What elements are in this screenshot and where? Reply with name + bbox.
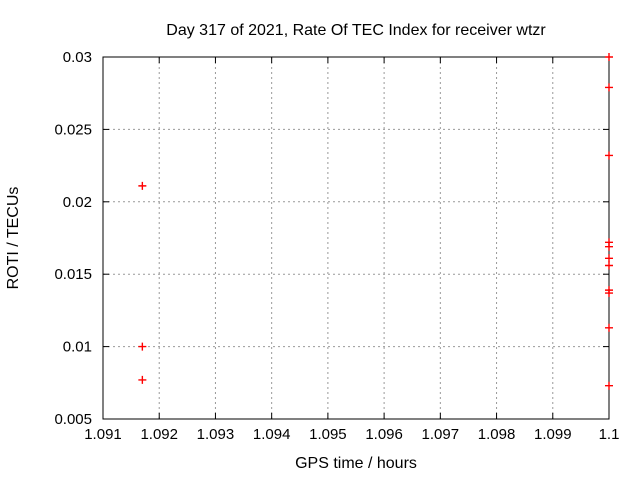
y-tick-label: 0.03	[63, 49, 92, 66]
data-point-marker	[605, 381, 613, 390]
data-point-marker	[605, 83, 613, 92]
tick-labels: 1.091 1.092 1.093 1.094 1.095 1.096 1.097 1.098…	[54, 49, 619, 443]
x-tick-label: 1.096	[365, 426, 403, 443]
data-point-marker	[605, 261, 613, 270]
data-points	[138, 53, 613, 390]
x-tick-label: 1.097	[422, 426, 460, 443]
x-tick-label: 1.098	[478, 426, 516, 443]
data-point-marker	[605, 151, 613, 160]
axis-ticks	[102, 56, 610, 420]
y-tick-label: 0.015	[54, 266, 92, 283]
plot-border	[102, 56, 610, 420]
data-point-marker	[605, 53, 613, 61]
x-tick-label: 1.092	[140, 426, 178, 443]
x-tick-label: 1.095	[309, 426, 347, 443]
data-point-marker	[605, 242, 613, 251]
data-point-marker	[138, 375, 147, 384]
chart-title: Day 317 of 2021, Rate Of TEC Index for r…	[166, 22, 546, 39]
data-point-marker	[138, 181, 147, 190]
gridlines	[103, 57, 609, 419]
y-tick-label: 0.02	[63, 194, 92, 211]
x-tick-label: 1.1	[599, 426, 620, 443]
y-tick-label: 0.005	[54, 411, 92, 428]
data-point-marker	[605, 289, 613, 298]
y-tick-label: 0.01	[63, 339, 92, 356]
x-tick-label: 1.094	[253, 426, 291, 443]
x-tick-label: 1.091	[84, 426, 122, 443]
data-point-marker	[138, 342, 147, 351]
x-tick-label: 1.099	[534, 426, 572, 443]
x-axis-label: GPS time / hours	[295, 455, 417, 472]
y-axis-label: ROTI / TECUs	[5, 187, 22, 290]
data-point-marker	[605, 254, 613, 263]
data-point-marker	[605, 323, 613, 332]
x-tick-label: 1.093	[197, 426, 235, 443]
y-tick-label: 0.025	[54, 121, 92, 138]
